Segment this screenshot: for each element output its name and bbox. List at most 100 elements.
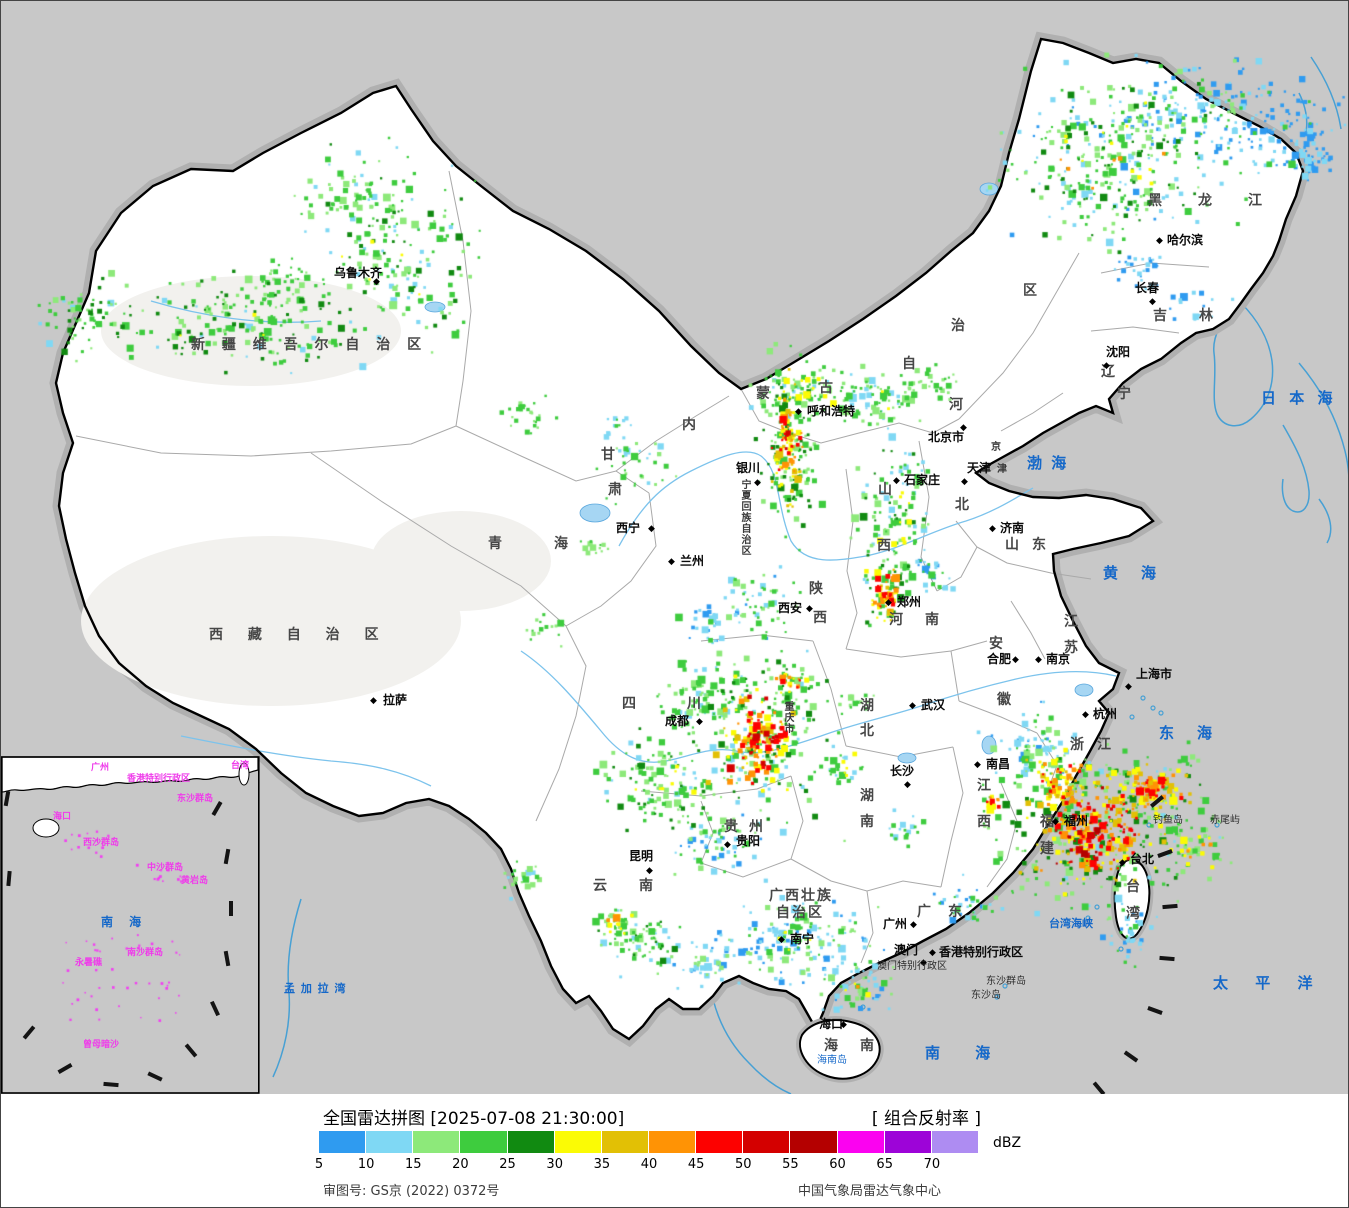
inset-nine-dash-segment [22,1025,36,1040]
legend-tick: 45 [687,1157,705,1172]
legend-swatch [460,1131,508,1153]
province-label: 河 [889,612,905,628]
legend-swatch [648,1131,697,1153]
city-marker-diamond: ◆ [648,524,655,534]
sea-label: 东 [1159,724,1175,742]
china-border [54,37,1305,1041]
product-name: [ 组合反射率 ] [871,1109,981,1129]
province-label: 黑 [1148,193,1164,209]
city-label: 香港特别行政区 [939,945,1024,959]
city-marker-diamond: ◆ [960,423,967,433]
island-label: 东沙岛 [971,990,1001,1001]
nine-dash-segment [1149,795,1165,808]
legend-swatch [507,1131,555,1153]
province-label: 东 [1032,537,1048,553]
province-label: 林 [1199,308,1215,324]
legend-tick: 10 [357,1157,375,1172]
legend-tick: 30 [546,1157,563,1172]
nine-dash-segment [1162,903,1178,910]
legend-swatch [601,1131,649,1153]
city-label: 澳门 [894,943,919,957]
city-label: 武汉 [921,698,946,712]
sea-label: 太 平 洋 [1213,974,1324,992]
province-label: 南 [639,878,655,894]
city-marker-diamond: ◆ [1156,236,1163,246]
city-marker-diamond: ◆ [1012,655,1019,665]
province-label: 甘 [601,447,617,463]
province-label: 江 [1248,193,1264,209]
city-marker-diamond: ◆ [1149,297,1156,307]
city-label: 银川 [736,461,761,475]
taiwan-island [1110,855,1154,943]
city-marker-diamond: ◆ [961,477,968,487]
nine-dash-segment [1159,955,1175,962]
city-label: 贵阳 [736,834,761,848]
province-label: 西 藏 自 治 区 [209,627,389,643]
inset-nine-dash-segment [3,790,11,807]
province-label: 湖 [860,788,876,804]
sea-label: 日 本 海 [1261,389,1337,407]
province-label: 安 [989,636,1005,652]
province-label: 江 [977,778,993,794]
city-marker-diamond: ◆ [1125,682,1132,692]
china-border-shadow [49,31,1310,1048]
island-label: 东沙群岛 [986,976,1026,987]
province-label: 建 [1040,841,1056,857]
inset-nine-dash-segment [229,901,233,916]
inset-label: 台湾 [231,761,250,771]
inset-nine-dash-segment [6,870,12,887]
legend-tick: 65 [876,1157,893,1172]
city-label: 海口 [819,1017,844,1031]
city-marker-diamond: ◆ [370,696,377,706]
province-label: 南 [925,612,941,628]
legend-swatch [743,1131,791,1153]
city-label: 昆明 [629,849,654,863]
city-marker-diamond: ◆ [646,866,653,876]
legend-swatch [837,1131,885,1153]
inset-nine-dash-segment [184,1043,198,1058]
legend-swatch [554,1131,602,1153]
province-label: 津 [997,464,1008,475]
sea-label: 渤 海 [1027,454,1069,472]
city-label: 合肥 [987,652,1012,666]
inset-nine-dash-segment [57,1063,73,1074]
lakes [424,182,1094,764]
inset-nine-dash-segment [103,1081,119,1088]
city-label: 南京 [1046,652,1071,666]
legend-swatch [696,1131,744,1153]
legend-swatch [413,1131,461,1153]
province-label: 海 [824,1038,840,1054]
inset-label: 南沙群岛 [127,948,164,958]
city-marker-diamond: ◆ [909,701,916,711]
legend-colorbar [319,1131,979,1153]
city-marker-diamond: ◆ [974,760,981,770]
province-label: 江 [1097,737,1113,753]
province-label: 山 [1005,537,1021,553]
province-label: 福 [1040,814,1056,830]
city-label: 广州 [883,917,908,931]
city-label: 台北 [1130,852,1155,866]
province-label: 州 [749,819,765,835]
city-label: 杭州 [1093,707,1118,721]
city-marker-diamond: ◆ [989,524,996,534]
nine-dash-segment [1123,1050,1139,1063]
foreign-coastlines [272,56,1348,1094]
province-label: 苏 [1064,640,1080,656]
city-label: 天津 [967,461,992,475]
legend-tick: 35 [593,1157,611,1172]
legend-tick: 70 [923,1157,941,1172]
hainan-island [796,1016,884,1083]
city-label: 福州 [1064,814,1089,828]
city-label: 沈阳 [1106,345,1131,359]
inset-label: 海口 [53,812,72,822]
legend-unit-dbz: dBZ [993,1135,1022,1151]
city-label: 石家庄 [904,473,941,487]
province-label: 湖 [860,698,876,714]
coastal-islets [860,695,1220,1010]
legend-swatch [366,1131,414,1153]
nine-dash-segment [1147,1006,1163,1015]
sea-label: 台湾海峡 [1049,917,1093,930]
province-label: 蒙 [756,386,772,402]
city-marker-diamond: ◆ [1052,817,1059,827]
